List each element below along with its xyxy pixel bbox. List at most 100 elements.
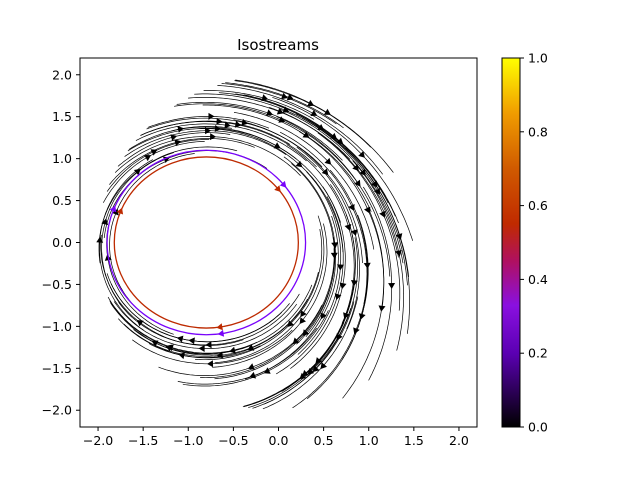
- plot-area: [96, 79, 414, 410]
- streamline: [200, 248, 335, 379]
- streamline: [252, 301, 355, 409]
- circular-streamline-arrow: [116, 207, 124, 215]
- streamline: [212, 223, 328, 368]
- streamline-arrow: [363, 262, 371, 269]
- circular-streamline: [113, 156, 299, 329]
- streamline: [296, 146, 360, 330]
- x-tick-label: 0.0: [269, 433, 289, 448]
- streamline-arrow: [320, 362, 327, 370]
- streamline-arrow: [300, 310, 307, 318]
- streamline: [132, 329, 293, 365]
- streamline: [106, 273, 283, 343]
- streamline-arrow: [208, 112, 215, 120]
- streamline-arrow: [176, 335, 184, 343]
- x-tick-label: 1.5: [404, 433, 424, 448]
- chart-title: Isostreams: [237, 36, 319, 54]
- streamline: [199, 128, 344, 253]
- streamline: [109, 153, 195, 309]
- streamline-arrow: [224, 121, 231, 129]
- x-axis: −2.0 −1.5 −1.0 −0.5 0.0 0.5 1.0 1.5 2.0: [83, 427, 469, 448]
- streamline-arrow: [96, 236, 104, 243]
- y-tick-label: 2.0: [52, 67, 72, 82]
- streamline-arrow: [210, 133, 217, 141]
- streamline-arrow: [263, 367, 271, 374]
- streamline: [148, 271, 319, 358]
- streamline-arrow: [112, 208, 119, 216]
- y-tick-label: 0.0: [52, 235, 72, 250]
- y-axis: −2.0 −1.5 −1.0 −0.5 0.0 0.5 1.0 1.5 2.0: [42, 67, 80, 418]
- streamline-arrow: [247, 344, 255, 351]
- streamline-arrow: [302, 131, 310, 138]
- streamline: [218, 92, 389, 204]
- streamline-arrow: [281, 92, 288, 100]
- streamline-arrow: [364, 206, 371, 214]
- streamline-arrow: [198, 345, 205, 352]
- x-tick-label: 1.0: [359, 433, 379, 448]
- y-tick-label: −2.0: [42, 403, 72, 418]
- streamline-arrow: [188, 337, 195, 345]
- streamline: [217, 85, 383, 175]
- streamline: [117, 132, 231, 167]
- streamline: [146, 117, 323, 168]
- streamline: [235, 79, 394, 173]
- streamline-arrow: [324, 157, 332, 165]
- streamline: [101, 152, 174, 318]
- x-tick-label: 0.5: [314, 433, 334, 448]
- streamline-arrow: [337, 264, 344, 271]
- streamline-arrow: [216, 117, 223, 125]
- streamline: [272, 97, 414, 241]
- streamline-arrow: [287, 320, 295, 327]
- streamline-arrow: [247, 363, 255, 370]
- x-tick-label: −2.0: [83, 433, 113, 448]
- y-tick-label: 0.5: [52, 193, 72, 208]
- streamline: [363, 186, 393, 381]
- streamline: [214, 215, 325, 364]
- streamline-arrow: [136, 320, 144, 327]
- streamline-arrow: [229, 346, 236, 354]
- streamline-arrow: [323, 108, 331, 115]
- colorbar-gradient: [501, 57, 521, 428]
- colorbar-tick-label: 1.0: [528, 51, 548, 66]
- x-tick-label: −1.0: [173, 433, 203, 448]
- streamline-arrow: [307, 99, 315, 107]
- streamline-arrow: [101, 218, 109, 226]
- y-tick-label: 1.5: [52, 109, 72, 124]
- streamline: [194, 229, 323, 361]
- streamline-arrow: [378, 305, 386, 312]
- x-tick-label: −1.5: [128, 433, 158, 448]
- streamline-arrow: [276, 107, 284, 115]
- y-tick-label: −1.5: [42, 361, 72, 376]
- streamline: [109, 138, 255, 185]
- circular-streamline-arrow: [217, 329, 225, 337]
- streamline: [276, 116, 391, 277]
- x-tick-label: −0.5: [218, 433, 248, 448]
- streamline-arrow: [177, 126, 184, 133]
- y-tick-label: 1.0: [52, 151, 72, 166]
- colorbar-tick-label: 0.6: [528, 198, 548, 213]
- circular-streamlines: [106, 149, 307, 337]
- streamline: [278, 108, 404, 264]
- streamline-arrow: [266, 109, 273, 116]
- streamline: [248, 307, 352, 408]
- colorbar-tick-label: 0.4: [528, 272, 548, 287]
- streamline: [110, 283, 290, 343]
- streamline-arrow: [320, 312, 327, 320]
- streamline-arrow: [336, 333, 343, 341]
- streamline: [114, 136, 301, 177]
- streamline-arrow: [207, 360, 214, 368]
- streamline: [171, 126, 341, 223]
- streamline: [182, 310, 329, 387]
- streamline-arrow: [321, 168, 329, 176]
- streamline: [107, 296, 258, 354]
- colorbar-tick-label: 0.0: [528, 420, 548, 435]
- streamline: [127, 127, 297, 160]
- streamline-arrow: [334, 293, 342, 300]
- streamline: [102, 141, 205, 203]
- streamline: [262, 296, 359, 410]
- streamline-arrow: [339, 282, 347, 290]
- streamline-arrow: [170, 134, 178, 141]
- streamline-arrow: [282, 106, 290, 113]
- streamline-arrow: [216, 351, 223, 359]
- streamline-arrow: [330, 252, 338, 259]
